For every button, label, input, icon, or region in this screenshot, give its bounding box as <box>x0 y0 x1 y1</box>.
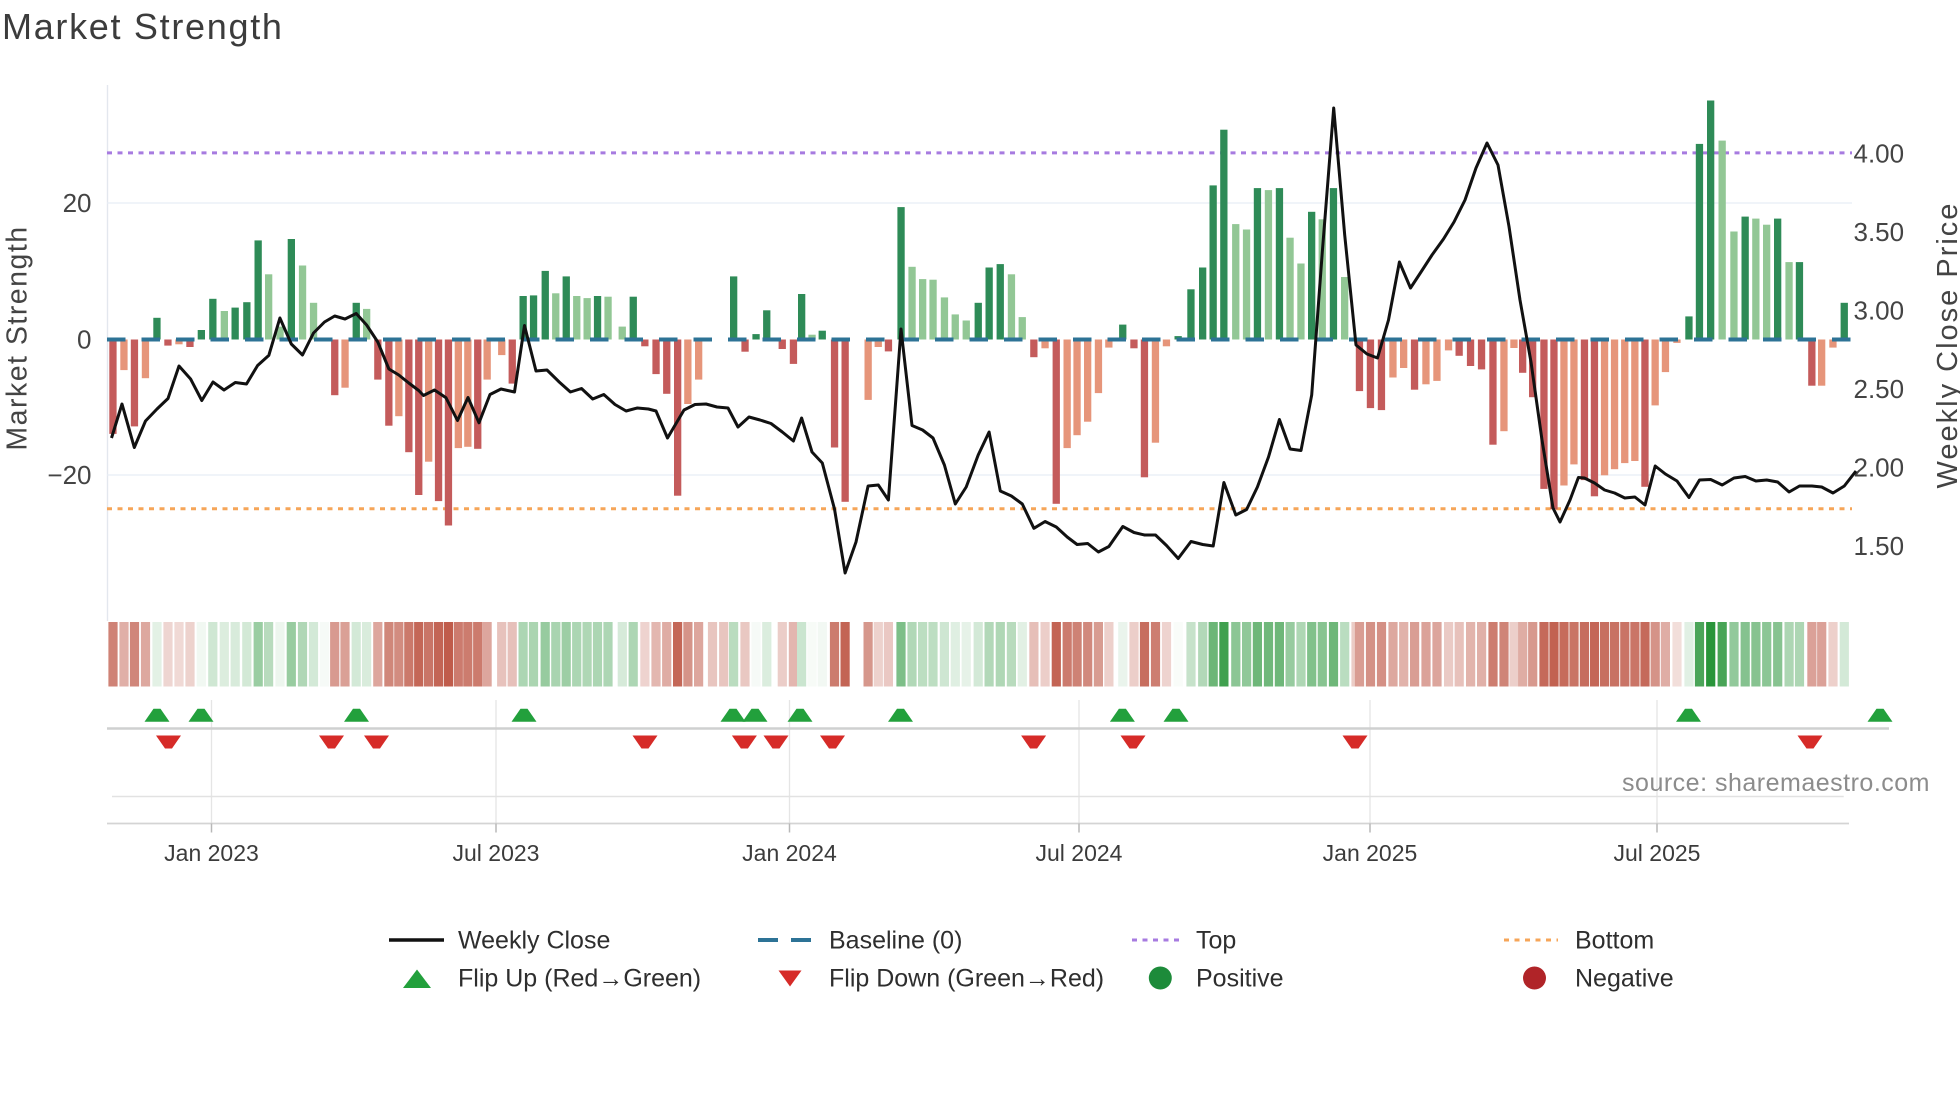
svg-text:20: 20 <box>63 188 92 218</box>
svg-text:Jul 2025: Jul 2025 <box>1614 840 1701 866</box>
svg-text:Top: Top <box>1196 927 1236 955</box>
svg-text:4.00: 4.00 <box>1854 138 1905 168</box>
svg-text:Market Strength: Market Strength <box>2 225 34 450</box>
svg-text:Jan 2025: Jan 2025 <box>1323 840 1418 866</box>
svg-text:3.00: 3.00 <box>1854 295 1905 325</box>
svg-text:Jan 2024: Jan 2024 <box>742 840 837 866</box>
svg-text:−20: −20 <box>47 460 91 490</box>
svg-text:2.00: 2.00 <box>1854 452 1905 482</box>
svg-text:Weekly Close Price: Weekly Close Price <box>1932 202 1960 489</box>
svg-text:Flip Down (Green→Red): Flip Down (Green→Red) <box>829 965 1104 993</box>
svg-text:Jan 2023: Jan 2023 <box>164 840 259 866</box>
svg-text:Weekly Close: Weekly Close <box>458 927 610 955</box>
svg-text:Jul 2024: Jul 2024 <box>1036 840 1123 866</box>
svg-text:3.50: 3.50 <box>1854 217 1905 247</box>
svg-text:source: sharemaestro.com: source: sharemaestro.com <box>1622 769 1930 797</box>
svg-text:0: 0 <box>77 325 91 355</box>
svg-text:Flip Up (Red→Green): Flip Up (Red→Green) <box>458 965 701 993</box>
svg-text:Jul 2023: Jul 2023 <box>453 840 540 866</box>
svg-text:1.50: 1.50 <box>1854 531 1905 561</box>
svg-text:Bottom: Bottom <box>1575 927 1654 955</box>
svg-text:Negative: Negative <box>1575 965 1674 993</box>
svg-text:Market Strength: Market Strength <box>2 6 284 47</box>
svg-text:Positive: Positive <box>1196 965 1284 993</box>
svg-text:2.50: 2.50 <box>1854 374 1905 404</box>
svg-text:Baseline (0): Baseline (0) <box>829 927 962 955</box>
